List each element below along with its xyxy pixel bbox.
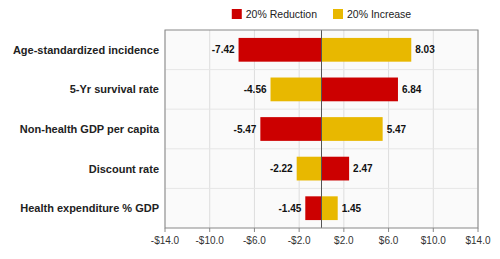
tick-mark [165,228,166,232]
category-label: Non-health GDP per capita [20,123,160,135]
plot-area [165,30,478,228]
tick-mark [254,228,255,232]
bar [322,157,350,181]
tick-label: $10.0 [421,235,446,246]
bar [322,196,338,220]
data-label: -7.42 [212,44,235,55]
tick-mark [388,228,389,232]
tick-label: $2.0 [334,235,354,246]
bars [239,38,412,220]
legend-swatch [333,9,343,19]
grid-line [209,30,210,228]
data-label: 1.45 [342,203,362,214]
data-label: 5.47 [387,124,407,135]
chart: -$14.0 -$10.0 -$6.0 -$2.0 $2.0 $6.0 $10.0 $14.0… [0,0,500,259]
tick-mark [433,228,434,232]
data-label: 2.47 [353,163,373,174]
tick-mark [343,228,344,232]
zero-line [321,30,322,228]
bar [322,117,383,141]
plot-frame [165,30,478,228]
tick-mark [478,228,479,232]
category-label: Health expenditure % GDP [20,202,159,214]
tick-label: -$6.0 [243,235,266,246]
tick-label: $6.0 [379,235,399,246]
category-label: Discount rate [89,163,159,175]
bar [260,117,321,141]
bar [322,78,398,102]
category-label: 5-Yr survival rate [70,83,159,95]
tick-label: -$14.0 [151,235,180,246]
bar [305,196,321,220]
bar [297,157,322,181]
tick-label: -$2.0 [288,235,311,246]
tick-mark [299,228,300,232]
tick-label: $14.0 [465,235,490,246]
legend-label: 20% Reduction [246,8,317,20]
tick-label: -$10.0 [196,235,225,246]
bar [322,38,412,62]
category-label: Age-standardized incidence [13,44,159,56]
bar [271,78,322,102]
bar [239,38,322,62]
tick-mark [209,228,210,232]
data-label: -1.45 [278,203,301,214]
data-label: -4.56 [244,84,267,95]
data-label: 8.03 [415,44,435,55]
grid-line [433,30,434,228]
legend-swatch [232,9,242,19]
legend: 20% Reduction 20% Increase [232,8,412,20]
data-label: 6.84 [402,84,422,95]
data-label: -2.22 [270,163,293,174]
legend-label: 20% Increase [347,8,411,20]
data-label: -5.47 [234,124,257,135]
